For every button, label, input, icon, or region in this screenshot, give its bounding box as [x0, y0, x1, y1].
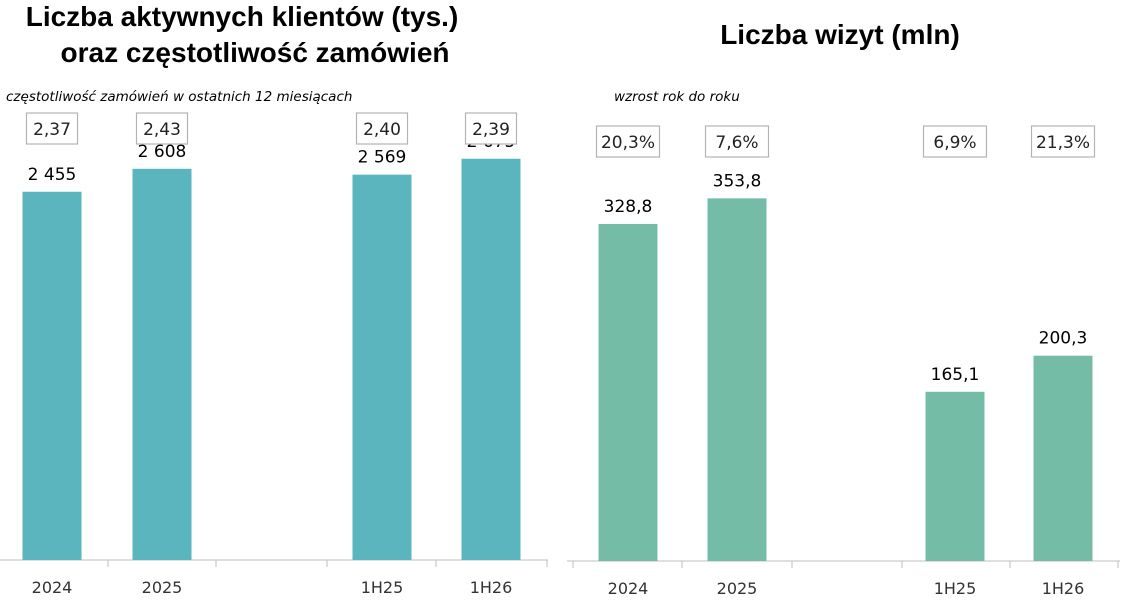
left-annotation-box-1H26 — [464, 112, 518, 145]
right-annotation-box-2025 — [704, 125, 770, 158]
left-value-label-1H25: 2 569 — [358, 148, 407, 168]
left-tick-label-2025: 2025 — [142, 578, 183, 597]
left-tick-label-2024: 2024 — [32, 578, 73, 597]
left-bar-2024 — [22, 191, 82, 560]
left-bar-1H25 — [352, 174, 412, 560]
left-bar-1H26 — [461, 158, 521, 560]
left-chart-subtitle: częstotliwość zamówień w ostatnich 12 mi… — [6, 89, 352, 105]
right-annotation-box-1H26 — [1030, 125, 1096, 158]
left-value-label-2025: 2 608 — [138, 142, 187, 162]
right-annotation-box-1H25 — [922, 125, 988, 158]
left-annotation-label-1H26: 2,39 — [472, 120, 510, 140]
left-chart-title-line-2: oraz częstotliwość zamówień — [61, 37, 450, 68]
right-annotation-label-2024: 20,3% — [601, 133, 655, 153]
left-annotation-box-2024 — [25, 112, 79, 145]
left-annotation-label-2024: 2,37 — [33, 120, 71, 140]
right-value-label-1H25: 165,1 — [931, 365, 980, 385]
left-value-label-2024: 2 455 — [28, 165, 77, 185]
right-tick-label-1H25: 1H25 — [934, 579, 977, 598]
left-annotation-label-1H25: 2,40 — [363, 120, 401, 140]
right-bar-1H25 — [925, 391, 985, 561]
right-chart-subtitle: wzrost rok do roku — [614, 89, 740, 105]
left-annotation-box-2025 — [135, 112, 189, 145]
right-tick-label-2025: 2025 — [717, 579, 758, 598]
right-value-label-2025: 353,8 — [713, 171, 762, 191]
right-bar-2025 — [707, 198, 767, 562]
left-bar-2025 — [132, 168, 192, 561]
right-value-label-1H26: 200,3 — [1039, 329, 1088, 349]
right-annotation-box-2024 — [595, 125, 661, 158]
right-tick-label-1H26: 1H26 — [1042, 579, 1085, 598]
left-annotation-label-2025: 2,43 — [143, 120, 181, 140]
left-annotation-box-1H25 — [355, 112, 409, 145]
left-tick-label-1H26: 1H26 — [470, 578, 513, 597]
right-tick-label-2024: 2024 — [608, 579, 649, 598]
right-annotation-label-2025: 7,6% — [715, 133, 758, 153]
left-chart-title-line-1: Liczba aktywnych klientów (tys.) — [26, 1, 459, 32]
right-value-label-2024: 328,8 — [604, 197, 653, 217]
right-annotation-label-1H25: 6,9% — [933, 133, 976, 153]
left-tick-label-1H25: 1H25 — [361, 578, 404, 597]
right-bar-2024 — [598, 223, 658, 562]
right-annotation-label-1H26: 21,3% — [1036, 133, 1090, 153]
right-bar-1H26 — [1033, 355, 1093, 561]
right-chart-title: Liczba wizyt (mln) — [720, 19, 960, 50]
